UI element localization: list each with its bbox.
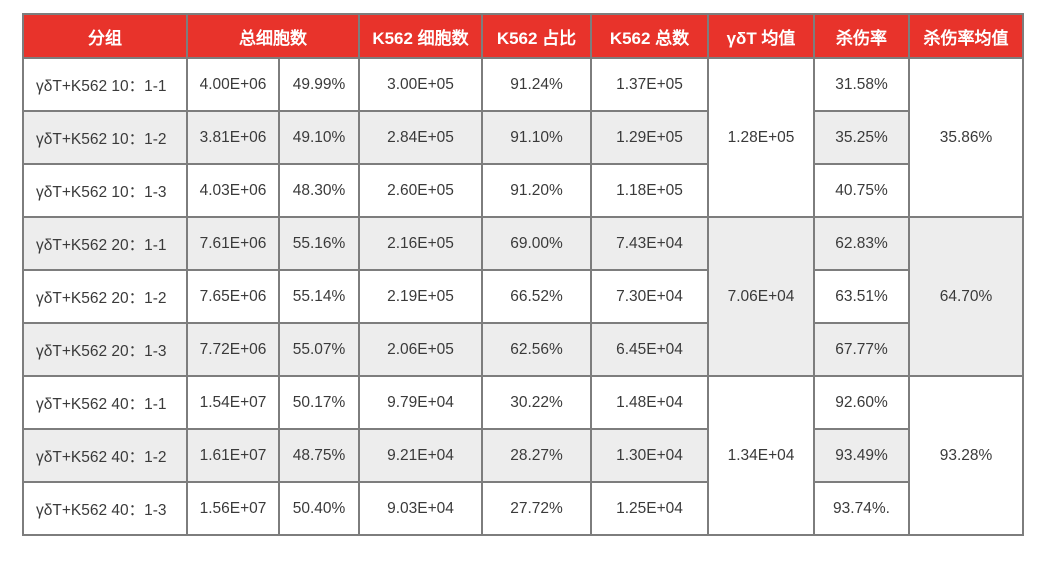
cell-k562-pct: 62.56% [481,322,592,377]
cell-total-pct: 49.10% [278,110,360,165]
cell-kill-rate: 63.51% [813,269,910,324]
cell-total-pct: 55.07% [278,322,360,377]
cell-group-label: γδT+K562 40：1-1 [22,375,188,430]
header-cell-total-cells: 总细胞数 [186,13,360,59]
header-cell-gdt-mean: γδT 均值 [707,13,815,59]
header-row: 分组 总细胞数 K562 细胞数 K562 占比 K562 总数 γδT 均值 … [22,13,1024,59]
cell-kill-rate: 92.60% [813,375,910,430]
cell-gdt-mean: 7.06E+04 [707,216,815,377]
cell-gdt-mean: 1.34E+04 [707,375,815,536]
cell-k562-total: 7.30E+04 [590,269,709,324]
cell-k562-total: 7.43E+04 [590,216,709,271]
header-cell-kill-rate-mean: 杀伤率均值 [908,13,1024,59]
cell-k562-total: 1.25E+04 [590,481,709,536]
cell-k562-total: 1.29E+05 [590,110,709,165]
cell-kill-rate: 93.49% [813,428,910,483]
cell-k562-cells: 2.60E+05 [358,163,483,218]
cell-k562-total: 1.30E+04 [590,428,709,483]
cell-group-label: γδT+K562 10：1-1 [22,57,188,112]
table-row: γδT+K562 40：1-3 1.56E+07 50.40% 9.03E+04… [22,481,1023,536]
cell-total: 1.56E+07 [186,481,280,536]
table-body: γδT+K562 10：1-1 4.00E+06 49.99% 3.00E+05… [22,57,1024,536]
cell-k562-cells: 2.84E+05 [358,110,483,165]
cell-k562-cells: 9.79E+04 [358,375,483,430]
cell-kill-rate: 40.75% [813,163,910,218]
cell-group-label: γδT+K562 20：1-2 [22,269,188,324]
cell-kill-rate: 62.83% [813,216,910,271]
cell-total-pct: 48.30% [278,163,360,218]
table-row: γδT+K562 10：1-3 4.03E+06 48.30% 2.60E+05… [22,163,1023,218]
cell-kill-rate-mean: 64.70% [908,216,1024,377]
table-row: γδT+K562 20：1-1 7.61E+06 55.16% 2.16E+05… [22,216,1024,377]
cell-total: 4.00E+06 [186,57,280,112]
table-header: 分组 总细胞数 K562 细胞数 K562 占比 K562 总数 γδT 均值 … [22,13,1024,59]
cell-total-pct: 55.16% [278,216,360,271]
cell-kill-rate: 67.77% [813,322,910,377]
header-cell-k562-total: K562 总数 [590,13,709,59]
cell-total: 1.61E+07 [186,428,280,483]
cell-group-label: γδT+K562 40：1-2 [22,428,188,483]
cell-total: 7.61E+06 [186,216,280,271]
cell-k562-cells: 9.21E+04 [358,428,483,483]
cell-k562-total: 6.45E+04 [590,322,709,377]
cell-gdt-mean: 1.28E+05 [707,57,815,218]
cell-k562-total: 1.18E+05 [590,163,709,218]
table-row: γδT+K562 20：1-2 7.65E+06 55.14% 2.19E+05… [22,269,1023,324]
cell-k562-pct: 91.20% [481,163,592,218]
header-cell-k562-pct: K562 占比 [481,13,592,59]
table-row: γδT+K562 10：1-1 4.00E+06 49.99% 3.00E+05… [22,57,1024,218]
cell-group-label: γδT+K562 10：1-3 [22,163,188,218]
cell-total: 3.81E+06 [186,110,280,165]
cell-k562-total: 1.48E+04 [590,375,709,430]
cell-k562-total: 1.37E+05 [590,57,709,112]
header-cell-kill-rate: 杀伤率 [813,13,910,59]
cytotoxicity-table: 分组 总细胞数 K562 细胞数 K562 占比 K562 总数 γδT 均值 … [22,13,1024,536]
header-cell-group: 分组 [22,13,188,59]
cell-total-pct: 49.99% [278,57,360,112]
cell-group-label: γδT+K562 20：1-3 [22,322,188,377]
cell-k562-pct: 91.24% [481,57,592,112]
cell-k562-cells: 2.16E+05 [358,216,483,271]
cell-total-pct: 50.40% [278,481,360,536]
cell-total: 1.54E+07 [186,375,280,430]
cell-k562-pct: 28.27% [481,428,592,483]
cell-total: 7.65E+06 [186,269,280,324]
cell-k562-pct: 69.00% [481,216,592,271]
cell-kill-rate: 31.58% [813,57,910,112]
cell-total-pct: 55.14% [278,269,360,324]
cell-k562-cells: 9.03E+04 [358,481,483,536]
cell-k562-pct: 66.52% [481,269,592,324]
cell-k562-pct: 91.10% [481,110,592,165]
cell-kill-rate: 93.74%. [813,481,910,536]
cell-group-label: γδT+K562 20：1-1 [22,216,188,271]
table-row: γδT+K562 40：1-1 1.54E+07 50.17% 9.79E+04… [22,375,1024,536]
cell-total-pct: 50.17% [278,375,360,430]
cell-k562-pct: 27.72% [481,481,592,536]
header-cell-k562-cells: K562 细胞数 [358,13,483,59]
cell-group-label: γδT+K562 10：1-2 [22,110,188,165]
cell-total-pct: 48.75% [278,428,360,483]
cell-kill-rate: 35.25% [813,110,910,165]
cell-k562-pct: 30.22% [481,375,592,430]
cell-k562-cells: 3.00E+05 [358,57,483,112]
cell-total: 7.72E+06 [186,322,280,377]
cell-kill-rate-mean: 93.28% [908,375,1024,536]
cell-k562-cells: 2.06E+05 [358,322,483,377]
table-row: γδT+K562 10：1-2 3.81E+06 49.10% 2.84E+05… [22,110,1023,165]
cell-total: 4.03E+06 [186,163,280,218]
cell-k562-cells: 2.19E+05 [358,269,483,324]
table-row: γδT+K562 40：1-2 1.61E+07 48.75% 9.21E+04… [22,428,1023,483]
table-row: γδT+K562 20：1-3 7.72E+06 55.07% 2.06E+05… [22,322,1023,377]
cell-kill-rate-mean: 35.86% [908,57,1024,218]
cell-group-label: γδT+K562 40：1-3 [22,481,188,536]
